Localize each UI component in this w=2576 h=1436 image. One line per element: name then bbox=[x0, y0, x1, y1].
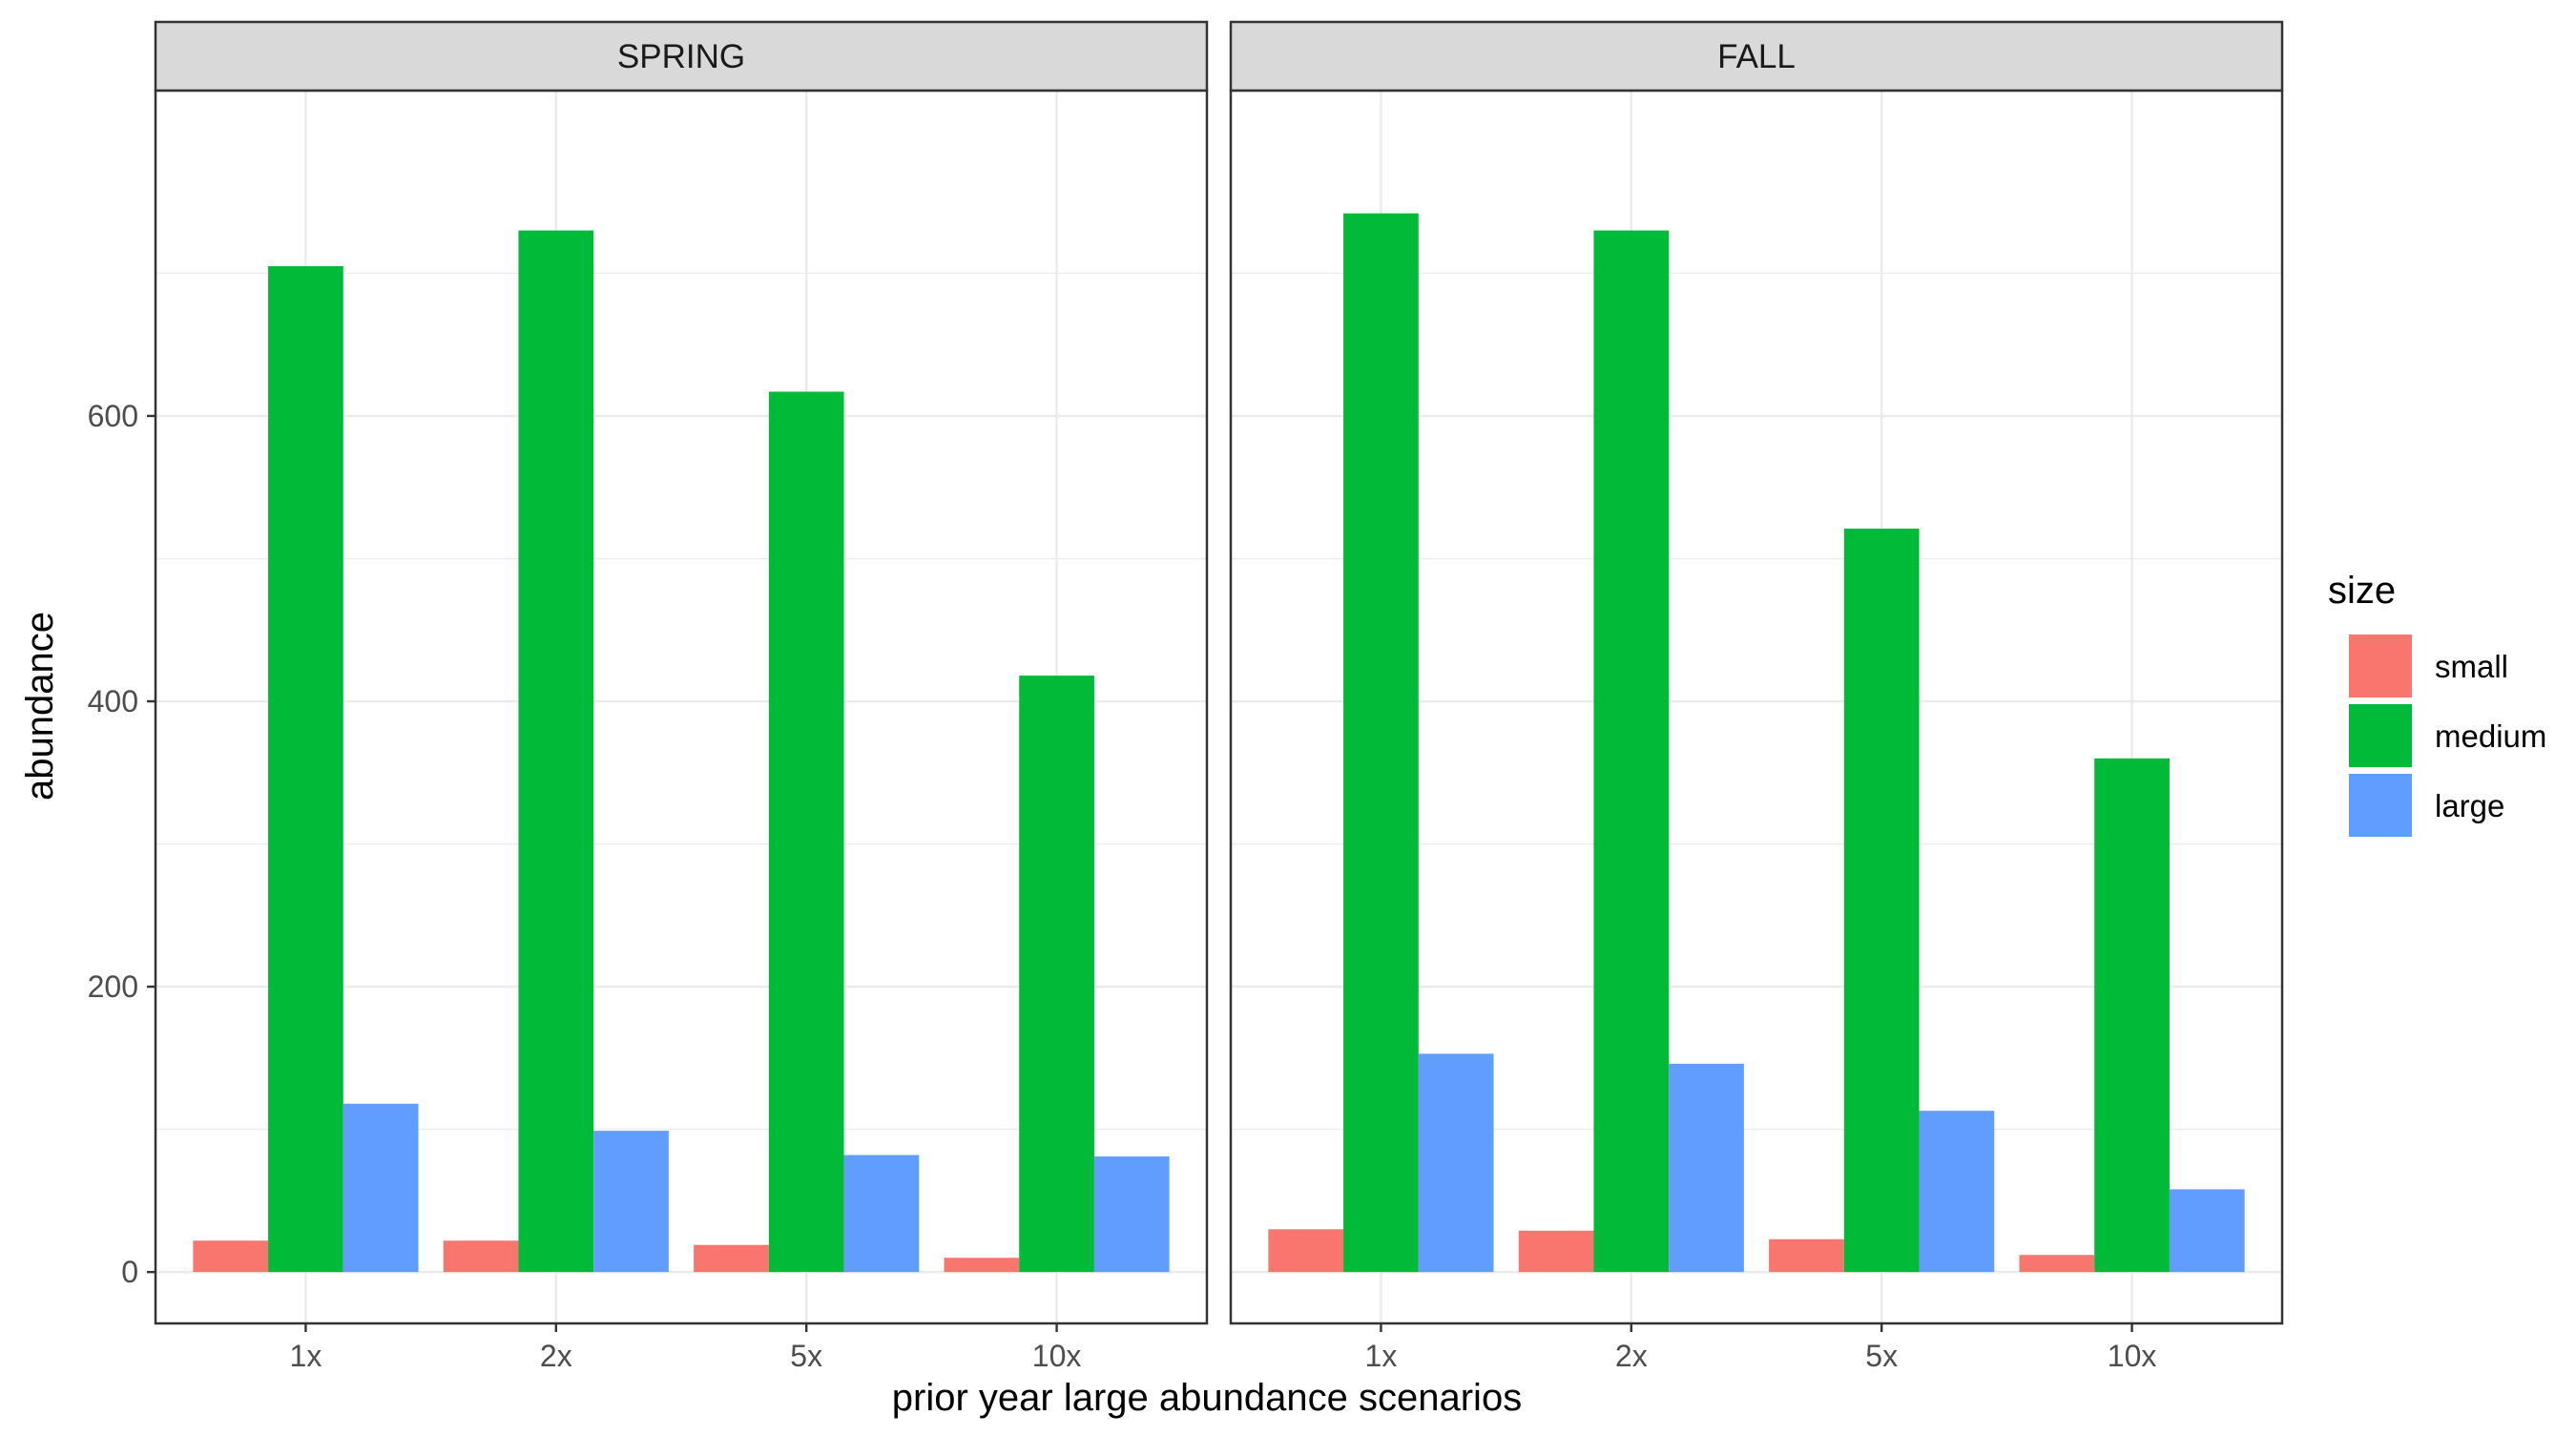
legend-key-large bbox=[2349, 774, 2412, 837]
bar-large-2x-fall bbox=[1669, 1063, 1744, 1273]
x-tick-label: 10x bbox=[1032, 1339, 1082, 1373]
y-tick-label: 200 bbox=[88, 969, 138, 1004]
bar-large-1x-spring bbox=[343, 1103, 419, 1273]
x-tick-label: 5x bbox=[790, 1339, 822, 1373]
y-axis-label: abundance bbox=[19, 612, 61, 801]
legend-label-large: large bbox=[2435, 788, 2504, 823]
bar-small-5x-fall bbox=[1769, 1238, 1844, 1273]
x-tick-label: 5x bbox=[1865, 1339, 1898, 1373]
bar-large-10x-fall bbox=[2169, 1189, 2245, 1273]
legend-key-small bbox=[2349, 635, 2412, 697]
legend-label-medium: medium bbox=[2435, 718, 2546, 754]
bar-small-5x-spring bbox=[694, 1244, 769, 1273]
bar-small-1x-spring bbox=[193, 1240, 269, 1273]
x-axis-label: prior year large abundance scenarios bbox=[892, 1377, 1522, 1419]
y-tick-label: 400 bbox=[88, 684, 138, 718]
legend-key-medium bbox=[2349, 704, 2412, 767]
bar-large-5x-spring bbox=[843, 1155, 920, 1273]
facet-strip-label: FALL bbox=[1717, 38, 1796, 75]
bar-medium-1x-fall bbox=[1343, 213, 1419, 1273]
legend-label-small: small bbox=[2435, 649, 2508, 684]
bar-small-2x-fall bbox=[1518, 1230, 1594, 1273]
x-tick-label: 2x bbox=[1615, 1339, 1648, 1373]
y-tick-label: 600 bbox=[88, 399, 138, 433]
bar-small-10x-fall bbox=[2019, 1255, 2095, 1273]
bar-large-10x-spring bbox=[1093, 1156, 1170, 1273]
legend: size small medium large bbox=[2328, 570, 2546, 837]
x-tick-label: 1x bbox=[290, 1339, 322, 1373]
bar-small-2x-spring bbox=[443, 1240, 519, 1273]
panel-border bbox=[1229, 89, 2284, 1325]
bar-medium-5x-fall bbox=[1843, 529, 1920, 1273]
y-axis: 0 200 400 600 bbox=[88, 399, 156, 1289]
bar-medium-10x-spring bbox=[1019, 676, 1094, 1273]
facet-panel-spring: SPRING 1x 2x 5x 10x bbox=[154, 20, 1209, 1373]
bar-medium-2x-fall bbox=[1593, 230, 1670, 1273]
facet-panel-fall: FALL 1x 2x 5x 10x bbox=[1229, 20, 2284, 1373]
legend-title: size bbox=[2328, 570, 2396, 612]
bar-large-5x-fall bbox=[1919, 1111, 1995, 1273]
y-tick-label: 0 bbox=[121, 1255, 138, 1289]
bar-small-10x-spring bbox=[944, 1258, 1020, 1273]
bar-small-1x-fall bbox=[1268, 1229, 1344, 1273]
bar-large-1x-fall bbox=[1418, 1053, 1494, 1273]
bar-medium-10x-fall bbox=[2094, 758, 2170, 1273]
x-tick-label: 1x bbox=[1365, 1339, 1398, 1373]
x-tick-label: 10x bbox=[2108, 1339, 2157, 1373]
bar-medium-2x-spring bbox=[518, 230, 594, 1273]
bar-large-2x-spring bbox=[593, 1131, 669, 1273]
bar-medium-1x-spring bbox=[268, 265, 343, 1273]
facet-panels: SPRING 1x 2x 5x 10x FALL 1x 2x 5x 10x bbox=[154, 20, 2284, 1373]
facet-strip-label: SPRING bbox=[617, 38, 745, 75]
panel-border bbox=[154, 89, 1209, 1325]
bar-medium-5x-spring bbox=[768, 391, 844, 1273]
facet-strip bbox=[154, 20, 1209, 93]
x-tick-label: 2x bbox=[540, 1339, 572, 1373]
